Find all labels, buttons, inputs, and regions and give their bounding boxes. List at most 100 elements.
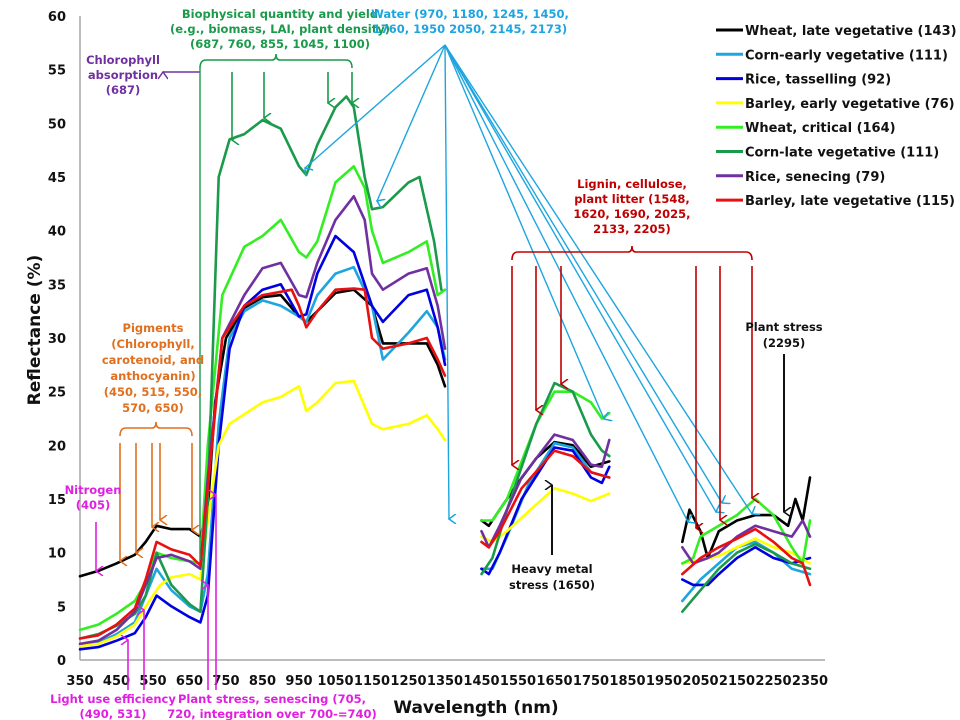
lignin-bracket [511,245,753,261]
x-tick-label: 2250 [755,674,791,689]
annotation-pigments-text: Pigments [123,321,184,335]
annotation-biophysical-text: Biophysical quantity and yield [182,7,378,21]
y-tick-label: 20 [48,439,66,454]
pigments-bracket [119,421,193,437]
series-line-1-seg1 [78,288,447,578]
annotation-pigments-text: (450, 515, 550, [104,385,202,399]
annotation-lignin-text: 1620, 1690, 2025, [573,207,690,221]
x-tick-label: 1850 [609,674,645,689]
annotation-nitrogen-text: Nitrogen [65,483,122,497]
legend-label: Corn-late vegetative (111) [745,146,939,161]
x-tick-label: 2050 [682,674,718,689]
annotation-pigments-text: anthocyanin) [110,369,195,383]
annotation-plant-stress-senescing-text: Plant stress, senescing (705, [178,692,366,706]
x-tick-label: 1650 [536,674,572,689]
annotation-chlorophyll-text: absorption [88,68,158,82]
y-tick-label: 40 [48,225,66,240]
x-tick-label: 550 [139,674,166,689]
x-tick-label: 1550 [500,674,536,689]
annotation-heavy-metal-text: Heavy metal [511,562,592,576]
annotation-water-text: 1760, 1950 2050, 2145, 2173) [373,22,567,36]
series-line-7-seg3 [681,519,812,565]
water-arrow [444,44,752,514]
legend-label: Wheat, critical (164) [745,121,896,136]
x-tick-label: 850 [249,674,276,689]
y-tick-label: 35 [48,278,66,293]
legend-label: Corn-early vegetative (111) [745,48,948,63]
x-tick-label: 1250 [390,674,426,689]
legend-label: Wheat, late vegetative (143) [745,24,957,39]
legend-label: Rice, tasselling (92) [745,73,891,88]
water-arrow [305,44,446,168]
x-tick-label: 1350 [427,674,463,689]
annotation-biophysical-text: (687, 760, 855, 1045, 1100) [190,37,370,51]
series-line-4-seg1 [78,379,447,648]
water-arrow [444,44,716,512]
annotation-light-use-text: (490, 531) [80,707,147,720]
annotation-nitrogen-text: (405) [76,498,111,512]
water-arrow [377,44,446,201]
annotation-biophysical-text: (e.g., biomass, LAI, plant density) [170,22,390,36]
series-line-6-seg2 [480,381,611,576]
annotation-pigments-text: carotenoid, and [102,353,204,367]
axes: 0 5 10 15 20 25 30 35 40 45 50 55 60 350 450 550 650 750 8… [48,10,828,689]
annotation-lignin-text: Lignin, cellulose, [577,177,687,191]
series-line-2-seg3 [681,540,812,603]
legend: Wheat, late vegetative (143) Corn-early v… [716,24,957,209]
annotation-pigments-text: (Chlorophyll, [111,337,194,351]
y-tick-label: 60 [48,10,66,25]
y-tick-label: 10 [48,547,66,562]
x-tick-label: 1450 [463,674,499,689]
biophysical-bracket [199,53,353,69]
x-tick-label: 750 [212,674,239,689]
x-tick-label: 1050 [317,674,353,689]
annotation-pigments-text: 570, 650) [122,401,184,415]
series-line-8-seg1 [78,287,447,640]
x-tick-label: 2150 [719,674,755,689]
y-tick-label: 0 [57,654,66,669]
series-line-5-seg2 [480,390,611,522]
series-line-7-seg1 [78,195,447,646]
water-arrow [444,44,449,519]
series-line-3-seg1 [78,234,447,651]
y-tick-label: 50 [48,117,66,132]
x-tick-label: 350 [66,674,93,689]
water-arrow [444,44,722,503]
annotation-light-use-text: Light use efficiency [50,692,176,706]
annotation-water-text: Water (970, 1180, 1245, 1450, [371,7,569,21]
series-line-3-seg2 [480,446,611,576]
x-tick-label: 950 [285,674,312,689]
annotation-plant-stress-2295-text: (2295) [763,336,806,350]
water-arrow [444,44,688,522]
x-tick-label: 650 [176,674,203,689]
legend-label: Barley, late vegetative (115) [745,194,955,209]
series-line-8-seg2 [480,449,611,549]
y-tick-label: 55 [48,64,66,79]
annotation-heavy-metal-text: stress (1650) [509,578,595,592]
y-tick-label: 5 [57,600,66,615]
water-arrow [444,44,604,419]
series-line-5-seg3 [681,497,812,565]
series-line-1-seg2 [480,440,611,528]
y-axis-title: Reflectance (%) [25,255,45,406]
annotation-chlorophyll-text: (687) [106,83,141,97]
y-tick-label: 30 [48,332,66,347]
series-line-6-seg3 [681,542,812,613]
x-tick-label: 1150 [354,674,390,689]
series-line-8-seg3 [681,527,812,587]
x-tick-label: 1750 [573,674,609,689]
y-tick-label: 25 [48,386,66,401]
x-tick-label: 2350 [792,674,828,689]
x-axis-title: Wavelength (nm) [393,698,558,718]
series-lines [78,95,812,651]
annotation-lignin-text: plant litter (1548, [574,192,690,206]
annotation-plant-stress-senescing-text: 720, integration over 700-=740) [167,707,377,720]
x-tick-label: 1950 [646,674,682,689]
annotation-plant-stress-2295-text: Plant stress [745,320,822,334]
series-line-3-seg3 [681,546,812,587]
legend-label: Barley, early vegetative (76) [745,97,955,112]
annotation-chlorophyll-text: Chlorophyll [86,53,160,67]
legend-label: Rice, senecing (79) [745,170,885,185]
